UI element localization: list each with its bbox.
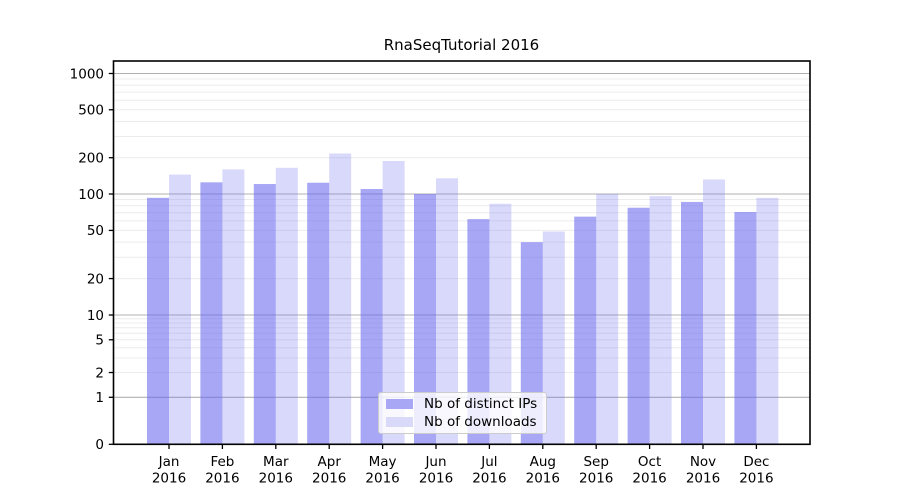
bar-downloads-aug-2016 xyxy=(542,231,565,445)
bar-downloads-feb-2016 xyxy=(222,169,245,445)
chart-title: RnaSeqTutorial 2016 xyxy=(383,36,540,54)
x-tick-label: Nov 2016 xyxy=(686,454,720,487)
bar-ips-jul-2016 xyxy=(467,219,490,445)
bar-ips-apr-2016 xyxy=(307,182,330,445)
y-tick-label: 1000 xyxy=(70,66,104,82)
x-tick-label: Jul 2016 xyxy=(472,454,506,487)
y-tick-label: 0 xyxy=(95,437,104,453)
x-tick-label: Dec 2016 xyxy=(739,454,773,487)
bar-downloads-jul-2016 xyxy=(489,203,512,445)
plot-border xyxy=(112,60,811,446)
x-tick-label: Aug 2016 xyxy=(526,454,560,487)
legend-label-downloads: Nb of downloads xyxy=(424,413,537,430)
y-tick-label: 1 xyxy=(95,390,104,406)
legend-swatch-downloads-icon xyxy=(386,416,413,427)
legend-swatch-ips-icon xyxy=(386,399,413,410)
x-tick-label: Feb 2016 xyxy=(205,454,239,487)
bar-ips-dec-2016 xyxy=(734,211,757,445)
y-tick-label: 5 xyxy=(95,333,104,349)
legend-item-downloads: Nb of downloads xyxy=(386,414,546,430)
bar-downloads-nov-2016 xyxy=(703,179,725,445)
x-tick-label: Sep 2016 xyxy=(579,454,613,487)
bar-downloads-apr-2016 xyxy=(329,153,352,445)
bar-ips-nov-2016 xyxy=(681,201,703,445)
y-tick-label: 2 xyxy=(95,365,104,381)
x-tick-label: Jan 2016 xyxy=(152,454,186,487)
y-tick-label: 100 xyxy=(78,187,104,203)
y-tick-label: 10 xyxy=(87,308,104,324)
y-tick-label: 20 xyxy=(87,271,104,287)
x-tick-label: May 2016 xyxy=(365,454,399,487)
bar-ips-sep-2016 xyxy=(574,216,597,445)
bar-ips-jun-2016 xyxy=(414,194,436,445)
bar-downloads-may-2016 xyxy=(382,160,405,445)
bar-ips-jan-2016 xyxy=(147,197,169,445)
x-tick-label: Mar 2016 xyxy=(259,454,293,487)
x-tick-label: Oct 2016 xyxy=(632,454,666,487)
bar-ips-mar-2016 xyxy=(253,184,276,445)
bar-downloads-jan-2016 xyxy=(169,174,191,445)
x-tick-label: Jun 2016 xyxy=(419,454,453,487)
bar-downloads-mar-2016 xyxy=(275,167,298,445)
bar-downloads-oct-2016 xyxy=(649,196,672,445)
bar-downloads-sep-2016 xyxy=(596,194,619,445)
y-tick-label: 200 xyxy=(78,151,104,167)
bar-ips-feb-2016 xyxy=(200,182,223,445)
bar-ips-may-2016 xyxy=(360,189,383,445)
y-tick-label: 500 xyxy=(78,103,104,119)
bar-ips-oct-2016 xyxy=(627,207,650,445)
legend: Nb of distinct IPs Nb of downloads xyxy=(378,392,547,434)
legend-item-distinct-ips: Nb of distinct IPs xyxy=(386,396,546,412)
x-tick-label: Apr 2016 xyxy=(312,454,346,487)
legend-label-ips: Nb of distinct IPs xyxy=(424,396,538,413)
bar-downloads-dec-2016 xyxy=(756,197,779,445)
y-tick-label: 50 xyxy=(87,223,104,239)
bar-downloads-jun-2016 xyxy=(436,178,458,445)
